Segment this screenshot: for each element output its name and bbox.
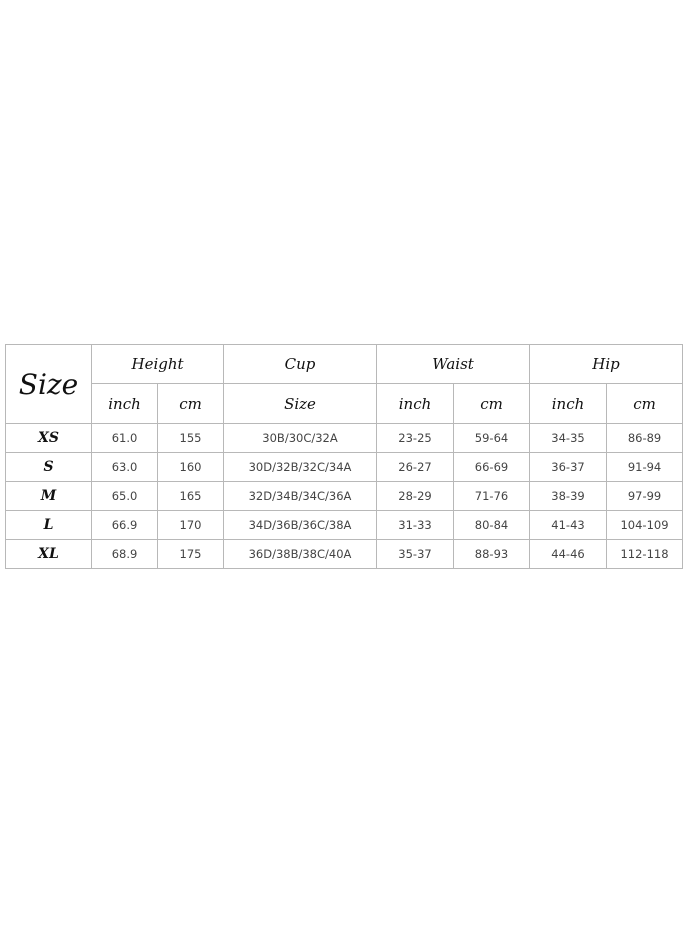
cell-waist-cm: 66-69 bbox=[453, 452, 531, 482]
table-row: L 66.9 170 34D/36B/36C/38A 31-33 80-84 41-43 10… bbox=[5, 510, 684, 540]
cell-hip-cm: 112-118 bbox=[606, 539, 684, 569]
cell-waist-inch: 23-25 bbox=[376, 423, 455, 453]
cell-cup: 34D/36B/36C/38A bbox=[223, 510, 378, 540]
size-header: Size bbox=[5, 344, 92, 424]
cell-hip-cm: 97-99 bbox=[606, 481, 684, 511]
cell-height-inch: 66.9 bbox=[91, 510, 158, 540]
cell-size: M bbox=[5, 481, 92, 511]
waist-header: Waist bbox=[376, 344, 531, 384]
size-chart-table: Size Height Cup Waist Hip inch cm Size i… bbox=[5, 344, 684, 569]
cell-height-cm: 175 bbox=[156, 539, 225, 569]
cell-height-cm: 155 bbox=[156, 423, 225, 453]
cell-size: XL bbox=[5, 539, 92, 569]
cell-hip-cm: 104-109 bbox=[606, 510, 684, 540]
cell-cup: 32D/34B/34C/36A bbox=[223, 481, 378, 511]
cell-height-cm: 170 bbox=[156, 510, 225, 540]
cell-waist-cm: 88-93 bbox=[453, 539, 531, 569]
height-inch-header: inch bbox=[91, 383, 158, 424]
cell-height-inch: 65.0 bbox=[91, 481, 158, 511]
cell-hip-cm: 91-94 bbox=[606, 452, 684, 482]
table-row: XS 61.0 155 30B/30C/32A 23-25 59-64 34-35 86-89 bbox=[5, 423, 684, 453]
table-row: XL 68.9 175 36D/38B/38C/40A 35-37 88-93 44-46 1… bbox=[5, 539, 684, 569]
waist-inch-header: inch bbox=[376, 383, 455, 424]
height-header: Height bbox=[90, 344, 225, 384]
cell-cup: 36D/38B/38C/40A bbox=[223, 539, 378, 569]
cell-height-inch: 61.0 bbox=[91, 423, 158, 453]
table-row: S 63.0 160 30D/32B/32C/34A 26-27 66-69 36-37 91… bbox=[5, 452, 684, 482]
cell-hip-inch: 36-37 bbox=[529, 452, 608, 482]
cell-size: L bbox=[5, 510, 92, 540]
table-row: M 65.0 165 32D/34B/34C/36A 28-29 71-76 38-39 97… bbox=[5, 481, 684, 511]
cell-height-inch: 63.0 bbox=[91, 452, 158, 482]
hip-header: Hip bbox=[529, 344, 684, 384]
cell-hip-inch: 44-46 bbox=[529, 539, 608, 569]
cup-size-header: Size bbox=[223, 383, 378, 424]
cell-waist-cm: 71-76 bbox=[453, 481, 531, 511]
cell-hip-inch: 38-39 bbox=[529, 481, 608, 511]
height-cm-header: cm bbox=[156, 383, 225, 424]
cell-waist-inch: 31-33 bbox=[376, 510, 455, 540]
hip-inch-header: inch bbox=[529, 383, 608, 424]
cell-waist-cm: 80-84 bbox=[453, 510, 531, 540]
cell-cup: 30D/32B/32C/34A bbox=[223, 452, 378, 482]
cell-cup: 30B/30C/32A bbox=[223, 423, 378, 453]
cell-waist-cm: 59-64 bbox=[453, 423, 531, 453]
cell-waist-inch: 28-29 bbox=[376, 481, 455, 511]
hip-cm-header: cm bbox=[606, 383, 684, 424]
cell-waist-inch: 35-37 bbox=[376, 539, 455, 569]
cell-size: XS bbox=[5, 423, 92, 453]
table-body: XS 61.0 155 30B/30C/32A 23-25 59-64 34-35 86-89… bbox=[5, 423, 684, 569]
cell-height-cm: 165 bbox=[156, 481, 225, 511]
cell-waist-inch: 26-27 bbox=[376, 452, 455, 482]
cell-size: S bbox=[5, 452, 92, 482]
cell-hip-inch: 41-43 bbox=[529, 510, 608, 540]
waist-cm-header: cm bbox=[453, 383, 531, 424]
cell-height-inch: 68.9 bbox=[91, 539, 158, 569]
cell-hip-cm: 86-89 bbox=[606, 423, 684, 453]
cell-height-cm: 160 bbox=[156, 452, 225, 482]
cup-header: Cup bbox=[223, 344, 378, 384]
cell-hip-inch: 34-35 bbox=[529, 423, 608, 453]
